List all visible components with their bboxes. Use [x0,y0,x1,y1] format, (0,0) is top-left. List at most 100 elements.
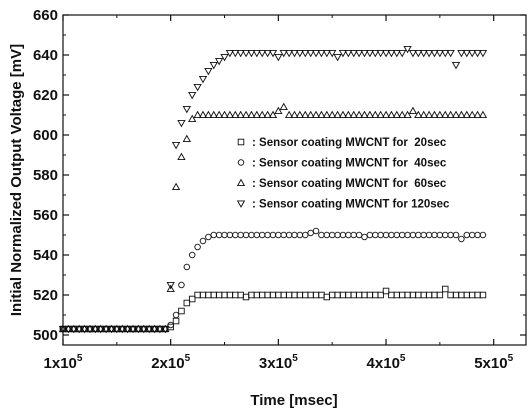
data-point [468,291,476,299]
data-point [258,49,267,58]
axis-ticks [62,14,526,345]
data-point [301,110,310,119]
data-point [441,231,449,239]
data-point [210,291,217,299]
data-point [457,110,466,119]
data-point [177,152,186,161]
data-point [215,291,223,299]
data-point [171,182,181,191]
data-point [344,49,353,58]
data-point [209,110,218,119]
data-point [198,110,208,119]
data-point [398,231,406,239]
data-point [214,57,224,66]
data-point [409,291,417,299]
legend-label: : Sensor coating MWCNT for 120sec [252,199,450,211]
data-point [199,291,207,299]
data-point [247,49,256,58]
data-point [252,49,261,58]
data-point [188,91,197,100]
data-point [322,110,331,119]
data-point [435,110,445,119]
data-point [436,291,444,299]
data-point [178,307,185,315]
data-point [307,229,314,237]
legend-marker [237,138,245,146]
data-point [339,231,347,239]
series-circle [59,227,487,333]
data-point [414,49,423,58]
data-point [144,325,154,334]
data-point [462,110,471,119]
data-point [435,49,445,58]
data-point [291,291,298,299]
data-point [420,231,427,239]
data-point [226,231,234,239]
x-tick-label: 2x105 [151,353,190,372]
data-point [284,49,294,58]
data-point [269,291,277,299]
data-point [366,291,374,299]
data-point [463,231,471,239]
data-point [295,49,305,58]
data-point [301,49,310,58]
data-point [177,119,186,128]
data-point [446,49,455,58]
data-point [452,291,460,299]
data-point [365,49,375,58]
data-point [204,110,213,119]
data-point [167,321,174,329]
data-point [349,110,358,119]
data-point [80,325,89,334]
data-point [382,231,390,239]
data-point [118,325,127,334]
data-point [430,110,439,119]
data-point [285,231,293,239]
x-tick-label: 4x105 [367,353,406,372]
data-point [462,49,471,58]
data-point [414,110,423,119]
data-point [458,291,465,299]
data-point [334,291,341,299]
data-point [479,291,487,299]
data-point [366,231,374,239]
data-point [387,49,396,58]
data-point [372,291,379,299]
data-point [172,317,180,325]
data-point [420,291,427,299]
y-tick-label: 660 [33,7,58,24]
data-point [317,49,326,58]
data-point [376,110,385,119]
legend-marker [236,178,246,187]
data-point [268,110,278,119]
data-point [166,284,175,293]
data-point [382,287,390,295]
data-point [274,106,283,115]
data-point [236,110,245,119]
data-point [134,325,143,334]
data-point [361,233,368,241]
data-point [241,110,251,119]
data-point [328,231,336,239]
data-point [431,291,438,299]
data-point [467,49,477,58]
data-point [225,49,235,58]
data-point [258,110,267,119]
data-point [403,45,412,54]
data-point [225,110,235,119]
data-point [91,325,100,334]
data-point [205,233,212,241]
data-point [275,291,282,299]
data-point [264,291,271,299]
data-point [350,231,357,239]
data-point [199,237,207,245]
data-point [280,291,287,299]
y-tick-label: 520 [33,287,58,304]
data-point [323,293,331,301]
data-point [237,231,244,239]
data-point [328,110,337,119]
data-point [69,325,78,334]
data-point [419,49,428,58]
data-point [290,49,299,58]
data-point [284,110,294,119]
